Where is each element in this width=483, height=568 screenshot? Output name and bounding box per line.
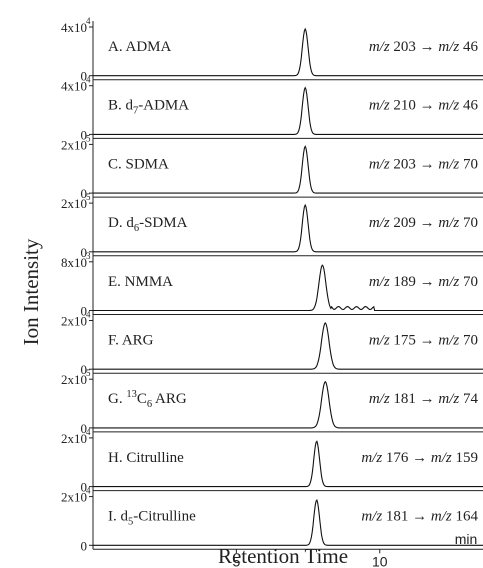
panel-label: E. NMMA — [108, 274, 173, 290]
chromatogram-trace — [93, 440, 483, 488]
panel-label: D. d6-SDMA — [108, 215, 188, 234]
y-zero-label: 0 — [81, 362, 88, 377]
transition-label: m/z 175 → m/z 70 — [369, 333, 478, 349]
transition-label: m/z 203 → m/z 46 — [369, 39, 479, 55]
y-zero-label: 0 — [81, 69, 88, 84]
x-axis: 5 10 — [232, 549, 388, 568]
panel-5: 8x10 3 0 E. NMMA m/z 189 → m/z 70 — [61, 251, 483, 319]
panel-label: B. d7-ADMA — [108, 98, 189, 117]
y-axis-label: Ion Intensity — [19, 238, 43, 345]
transition-label: m/z 181 → m/z 164 — [361, 509, 478, 525]
panel-label: H. Citrulline — [108, 450, 184, 466]
y-max-label: 2x10 — [61, 431, 87, 446]
y-max-label: 4x10 — [61, 79, 87, 94]
y-max-label: 8x10 — [61, 255, 87, 270]
y-max-exponent: 4 — [86, 427, 91, 437]
y-zero-label: 0 — [81, 304, 88, 319]
y-max-exponent: 4 — [86, 16, 91, 26]
panel-9: 2x10 4 0 I. d5-Citrulline m/z 181 → m/z 164 — [61, 486, 483, 553]
panel-2: 4x10 4 0 B. d7-ADMA m/z 210 → m/z 46 — [61, 75, 483, 142]
panel-4: 2x10 5 0 D. d6-SDMA m/z 209 → m/z 70 — [61, 192, 483, 260]
y-max-exponent: 4 — [86, 75, 91, 85]
y-zero-label: 0 — [81, 186, 88, 201]
x-tick-label: 10 — [372, 553, 388, 568]
x-axis-label: Retention Time — [218, 544, 348, 568]
y-zero-label: 0 — [81, 245, 88, 260]
transition-label: m/z 176 → m/z 159 — [361, 450, 478, 466]
chromatogram-trace — [93, 203, 483, 253]
transition-label: m/z 189 → m/z 70 — [369, 274, 478, 290]
y-max-label: 2x10 — [61, 137, 87, 152]
chromatogram-trace — [93, 86, 483, 135]
y-zero-label: 0 — [81, 480, 88, 495]
x-axis-unit: min — [455, 531, 478, 547]
panel-label: C. SDMA — [108, 156, 169, 172]
chromatogram-trace — [93, 27, 483, 77]
panel-1: 4x10 40A. ADMA m/z 203 → m/z 46 — [61, 16, 483, 84]
y-max-label: 4x10 — [61, 20, 87, 35]
y-zero-label: 0 — [81, 127, 88, 142]
panel-7: 2x10 5 0 G. 13C6 ARG m/z 181 → m/z 74 — [61, 368, 483, 436]
chromatogram-trace — [93, 380, 483, 429]
transition-label: m/z 203 → m/z 70 — [369, 156, 478, 172]
panel-8: 2x10 40H. Citrulline m/z 176 → m/z 159 — [61, 427, 483, 495]
y-max-label: 2x10 — [61, 314, 87, 329]
panel-label: A. ADMA — [108, 39, 172, 55]
panel-6: 2x10 4 0 F. ARG m/z 175 → m/z 70 — [61, 310, 483, 377]
x-tick-label: 5 — [232, 553, 240, 568]
transition-label: m/z 209 → m/z 70 — [369, 215, 478, 231]
y-max-exponent: 5 — [86, 192, 91, 202]
chromatogram-trace — [93, 264, 483, 312]
y-max-exponent: 4 — [86, 486, 91, 496]
y-max-exponent: 3 — [86, 251, 91, 261]
panel-3: 2x10 50C. SDMA m/z 203 → m/z 70 — [61, 133, 483, 201]
y-max-label: 2x10 — [61, 490, 87, 505]
chromatogram-trace — [93, 145, 483, 194]
chromatogram-trace — [93, 498, 483, 546]
y-max-label: 2x10 — [61, 372, 87, 387]
y-zero-label: 0 — [81, 538, 88, 553]
y-max-exponent: 5 — [86, 368, 91, 378]
panel-label: I. d5-Citrulline — [108, 509, 196, 528]
y-max-exponent: 5 — [86, 133, 91, 143]
transition-label: m/z 181 → m/z 74 — [369, 391, 479, 407]
chromatogram-trace — [93, 322, 483, 370]
transition-label: m/z 210 → m/z 46 — [369, 98, 479, 114]
y-max-exponent: 4 — [86, 310, 91, 320]
y-zero-label: 0 — [81, 421, 88, 436]
y-max-label: 2x10 — [61, 196, 87, 211]
panel-label: G. 13C6 ARG — [108, 389, 187, 410]
panel-label: F. ARG — [108, 333, 154, 349]
